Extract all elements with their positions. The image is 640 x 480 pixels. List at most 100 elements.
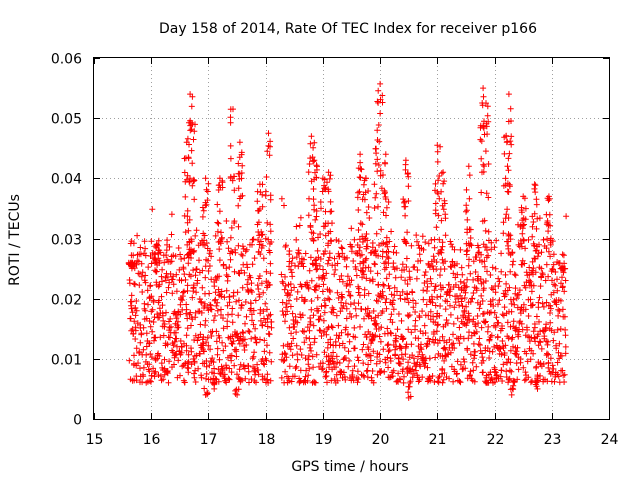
data-point — [213, 277, 220, 284]
data-point — [533, 196, 540, 203]
data-point — [327, 336, 334, 343]
data-point — [339, 294, 346, 301]
data-point — [262, 300, 269, 307]
data-point — [374, 98, 381, 105]
data-point — [320, 266, 326, 273]
data-point — [402, 277, 409, 284]
data-point — [372, 248, 379, 255]
data-point — [369, 240, 376, 246]
data-point — [149, 328, 156, 335]
data-point — [155, 237, 162, 244]
data-point — [361, 235, 368, 242]
data-point — [286, 343, 293, 350]
data-point — [464, 276, 471, 283]
data-point — [562, 332, 569, 339]
data-point — [259, 322, 266, 329]
data-point — [370, 379, 377, 386]
data-point — [373, 360, 380, 367]
data-point — [532, 255, 539, 262]
data-point — [510, 296, 517, 303]
data-point — [380, 346, 387, 353]
data-point — [551, 281, 558, 288]
data-point — [305, 361, 312, 368]
data-point — [253, 339, 260, 346]
data-point — [156, 257, 163, 264]
data-point — [511, 301, 518, 308]
data-point — [311, 335, 318, 342]
peak-point — [505, 91, 512, 98]
data-point — [232, 387, 239, 394]
data-point — [195, 365, 202, 372]
data-point — [184, 315, 191, 322]
data-point — [518, 320, 525, 327]
data-point — [317, 313, 324, 320]
low-point — [508, 391, 515, 398]
data-point — [360, 341, 367, 348]
data-point — [323, 331, 330, 338]
x-tick-label: 15 — [86, 432, 104, 448]
data-point — [379, 92, 386, 99]
data-point — [488, 246, 495, 253]
data-point — [482, 278, 489, 284]
data-point — [439, 333, 446, 340]
x-tick-label: 17 — [200, 432, 218, 448]
data-point — [531, 321, 538, 327]
data-point — [479, 102, 486, 109]
data-point — [260, 308, 267, 315]
data-point — [266, 331, 273, 338]
data-point — [467, 270, 474, 277]
data-point — [159, 312, 166, 319]
data-point — [450, 270, 457, 277]
data-point — [405, 383, 412, 390]
low-point — [405, 394, 412, 401]
data-point — [432, 336, 439, 343]
data-point — [413, 232, 420, 239]
data-point — [343, 263, 350, 270]
data-point — [246, 328, 253, 335]
data-point — [420, 246, 427, 253]
data-point — [192, 379, 199, 385]
data-point — [141, 300, 148, 307]
data-point — [416, 314, 423, 321]
data-point — [439, 256, 446, 263]
data-point — [312, 216, 319, 223]
data-point — [440, 284, 446, 291]
data-point — [256, 273, 263, 279]
data-point — [366, 309, 373, 316]
data-point — [313, 174, 320, 181]
data-point — [260, 360, 267, 367]
data-point — [508, 368, 515, 375]
data-point — [395, 355, 402, 361]
data-point — [436, 236, 443, 243]
data-point — [447, 286, 454, 293]
data-point — [526, 264, 533, 271]
data-point — [359, 267, 366, 274]
data-point — [478, 155, 485, 162]
data-point — [178, 349, 185, 356]
data-point — [503, 132, 510, 139]
data-point — [384, 342, 391, 349]
data-point — [463, 202, 470, 209]
data-point — [550, 365, 557, 372]
data-point — [397, 295, 404, 302]
data-point — [345, 363, 352, 370]
data-point — [484, 112, 491, 119]
data-point — [561, 313, 568, 320]
data-point — [478, 251, 485, 258]
data-point — [375, 162, 382, 168]
data-point — [328, 208, 335, 215]
data-point — [238, 267, 245, 274]
data-point — [405, 326, 412, 333]
data-point — [477, 301, 484, 308]
data-point — [170, 281, 177, 288]
data-point — [467, 226, 474, 233]
data-point — [268, 324, 275, 331]
data-point — [373, 320, 380, 327]
data-point — [336, 360, 343, 366]
data-point — [355, 189, 362, 196]
data-point — [294, 288, 301, 295]
data-point — [355, 207, 362, 213]
data-point — [138, 330, 145, 337]
data-point — [156, 314, 163, 321]
data-point — [365, 264, 372, 271]
